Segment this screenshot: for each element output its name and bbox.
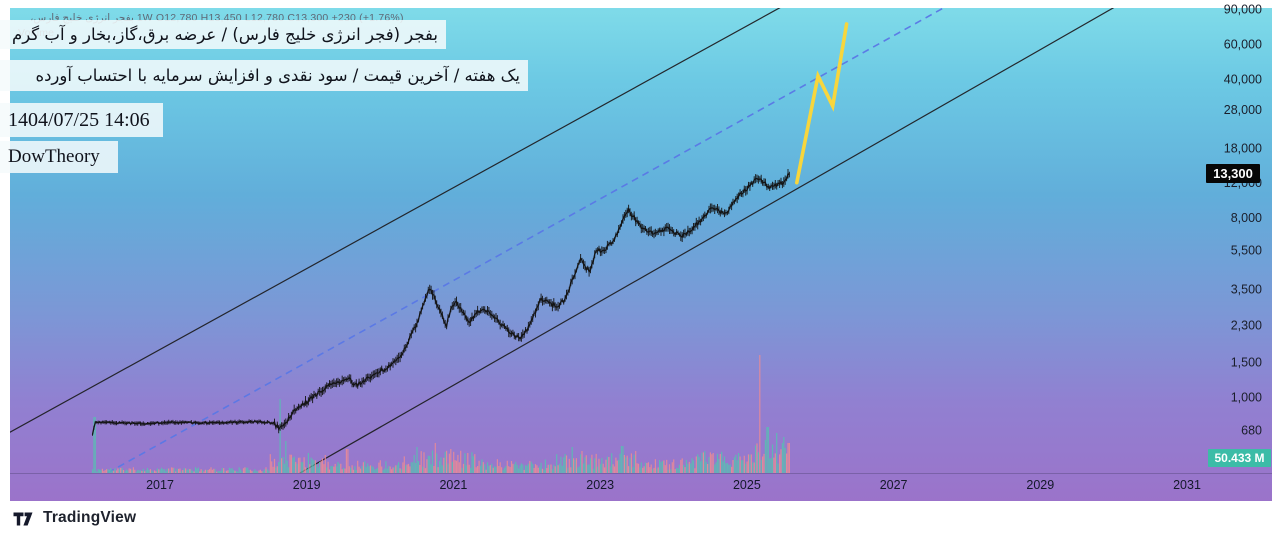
price-tick-label: 5,500 [1231, 244, 1262, 258]
annotation-chart-settings[interactable]: یک هفته / آخرین قیمت / سود نقدی و افزایش… [0, 60, 528, 91]
volume-down-bars [101, 355, 790, 473]
year-tick-label: 2019 [293, 478, 321, 492]
price-tick-label: 680 [1241, 424, 1262, 438]
footer-attribution-bar: TradingView [0, 501, 1282, 535]
year-tick-label: 2029 [1026, 478, 1054, 492]
price-tick-label: 28,000 [1224, 103, 1262, 117]
annotation-symbol-title-text: بفجر (فجر انرژی خلیج فارس) / عرضه برق،گا… [11, 25, 438, 44]
year-tick-label: 2027 [880, 478, 908, 492]
last-volume-badge: 50.433 M [1208, 449, 1271, 467]
tradingview-logo-icon[interactable] [12, 508, 36, 528]
projection-drawing[interactable] [794, 22, 849, 185]
year-tick-label: 2021 [439, 478, 467, 492]
annotation-dow-theory[interactable]: DowTheory [0, 141, 118, 173]
price-tick-label: 40,000 [1224, 72, 1262, 86]
year-tick-label: 2025 [733, 478, 761, 492]
year-tick-label: 2017 [146, 478, 174, 492]
volume-series [91, 355, 790, 473]
candlestick-series[interactable] [91, 169, 790, 436]
annotation-dow-theory-text: DowTheory [8, 146, 100, 167]
price-tick-label: 1,500 [1231, 356, 1262, 370]
price-tick-label: 60,000 [1224, 38, 1262, 52]
close-price-line [91, 172, 790, 435]
price-tick-label: 8,000 [1231, 211, 1262, 225]
price-axis[interactable]: 90,00060,00040,00028,00018,00012,0008,00… [1224, 3, 1262, 438]
year-tick-label: 2031 [1173, 478, 1201, 492]
year-tick-label: 2023 [586, 478, 614, 492]
price-tick-label: 1,000 [1231, 390, 1262, 404]
tradingview-brand-text[interactable]: TradingView [43, 509, 137, 526]
volume-up-bars [91, 399, 786, 473]
annotation-datetime-text: 1404/07/25 14:06 [8, 108, 150, 131]
last-price-badge: 13,300 [1206, 164, 1260, 183]
annotation-symbol-title[interactable]: بفجر (فجر انرژی خلیج فارس) / عرضه برق،گا… [0, 20, 446, 49]
time-axis[interactable]: 2017 2019 2021 2023 2025 2027 2029 2031 [146, 478, 1201, 492]
annotation-datetime[interactable]: 1404/07/25 14:06 [0, 103, 163, 137]
annotation-chart-settings-text: یک هفته / آخرین قیمت / سود نقدی و افزایش… [35, 66, 520, 85]
price-tick-label: 3,500 [1231, 282, 1262, 296]
price-tick-label: 90,000 [1224, 3, 1262, 17]
price-tick-label: 18,000 [1224, 141, 1262, 155]
candle-wicks [92, 169, 790, 436]
price-tick-label: 2,300 [1231, 319, 1262, 333]
